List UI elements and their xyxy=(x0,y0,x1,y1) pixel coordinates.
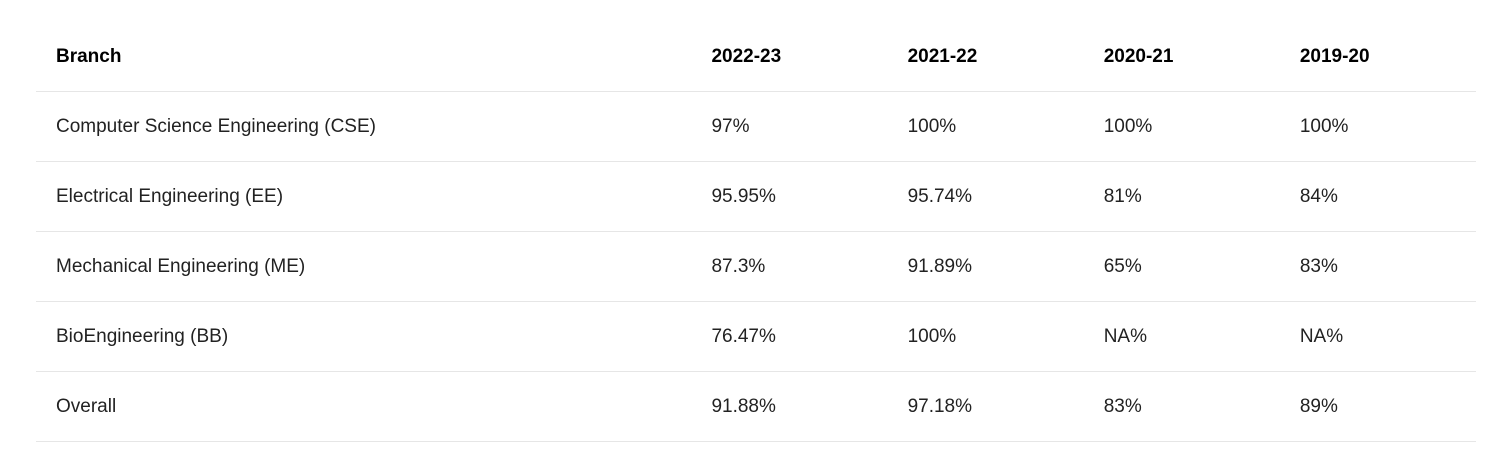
value-cell: 91.88% xyxy=(691,371,888,442)
header-2021-22: 2021-22 xyxy=(887,22,1084,92)
value-cell: 100% xyxy=(887,91,1084,162)
branch-cell: BioEngineering (BB) xyxy=(36,301,692,372)
branch-cell: Computer Science Engineering (CSE) xyxy=(36,91,692,162)
value-cell: 84% xyxy=(1279,161,1476,232)
value-cell: 100% xyxy=(1279,91,1476,162)
branch-cell: Mechanical Engineering (ME) xyxy=(36,231,692,302)
results-table: Branch 2022-23 2021-22 2020-21 2019-20 C… xyxy=(36,22,1476,442)
value-cell: 87.3% xyxy=(691,231,888,302)
table-header: Branch 2022-23 2021-22 2020-21 2019-20 xyxy=(36,22,1476,92)
value-cell: 83% xyxy=(1083,371,1280,442)
table-body: Computer Science Engineering (CSE) 97% 1… xyxy=(36,91,1476,442)
value-cell: 100% xyxy=(1083,91,1280,162)
value-cell: NA% xyxy=(1083,301,1280,372)
branch-cell: Electrical Engineering (EE) xyxy=(36,161,692,232)
table-row: Overall 91.88% 97.18% 83% 89% xyxy=(36,371,1476,442)
table-row: Mechanical Engineering (ME) 87.3% 91.89%… xyxy=(36,231,1476,302)
value-cell: 65% xyxy=(1083,231,1280,302)
value-cell: 89% xyxy=(1279,371,1476,442)
value-cell: 91.89% xyxy=(887,231,1084,302)
header-row: Branch 2022-23 2021-22 2020-21 2019-20 xyxy=(36,22,1476,92)
value-cell: 97.18% xyxy=(887,371,1084,442)
value-cell: 83% xyxy=(1279,231,1476,302)
value-cell: 100% xyxy=(887,301,1084,372)
results-table-container: Branch 2022-23 2021-22 2020-21 2019-20 C… xyxy=(36,22,1476,442)
table-row: Electrical Engineering (EE) 95.95% 95.74… xyxy=(36,161,1476,232)
value-cell: 76.47% xyxy=(691,301,888,372)
header-branch: Branch xyxy=(36,22,692,92)
value-cell: 81% xyxy=(1083,161,1280,232)
value-cell: 97% xyxy=(691,91,888,162)
header-2020-21: 2020-21 xyxy=(1083,22,1280,92)
value-cell: 95.74% xyxy=(887,161,1084,232)
table-row: Computer Science Engineering (CSE) 97% 1… xyxy=(36,91,1476,162)
value-cell: NA% xyxy=(1279,301,1476,372)
value-cell: 95.95% xyxy=(691,161,888,232)
branch-cell: Overall xyxy=(36,371,692,442)
table-row: BioEngineering (BB) 76.47% 100% NA% NA% xyxy=(36,301,1476,372)
header-2022-23: 2022-23 xyxy=(691,22,888,92)
header-2019-20: 2019-20 xyxy=(1279,22,1476,92)
